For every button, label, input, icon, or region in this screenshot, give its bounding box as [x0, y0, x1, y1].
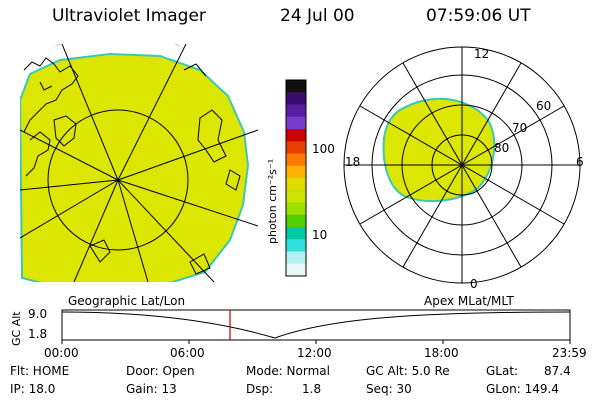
altitude-curve: [61, 311, 571, 339]
info-dsp-label: Dsp:: [246, 382, 274, 396]
emission-region-geographic: [20, 52, 250, 282]
colorbar-band: [286, 165, 306, 179]
header-date: 24 Jul 00: [280, 6, 355, 26]
app-title: Ultraviolet Imager: [52, 6, 206, 26]
timeline-xtick-0: 00:00: [44, 346, 79, 360]
info-glat-value: 87.4: [544, 364, 571, 378]
polar-label-bottom: 0: [470, 277, 478, 291]
colorbar-band: [286, 92, 306, 105]
geographic-image: [20, 44, 258, 282]
colorbar-tick-10: 10: [312, 228, 328, 242]
colorbar-band: [286, 116, 306, 130]
timeline-xtick-2: 12:00: [297, 346, 332, 360]
altitude-timeline: [61, 309, 571, 344]
colorbar-band: [286, 239, 306, 252]
colorbar-band: [286, 80, 306, 93]
info-seq: Seq: 30: [366, 382, 412, 396]
polar-label-left: 18: [345, 155, 361, 169]
polar-grid: [343, 46, 581, 284]
info-glon: GLon: 149.4: [486, 382, 559, 396]
colorbar-band: [286, 141, 306, 154]
info-dsp-value: 1.8: [302, 382, 322, 396]
colorbar: [286, 80, 306, 277]
info-gain: Gain: 13: [126, 382, 177, 396]
timeline-left-title: Geographic Lat/Lon: [68, 294, 186, 308]
coastlines: [23, 57, 241, 275]
info-door: Door: Open: [126, 364, 195, 378]
polar-plot: [343, 46, 581, 284]
colorbar-unit-label: photon cm⁻²s⁻¹: [266, 158, 279, 244]
polar-lat-60: 60: [536, 99, 552, 113]
info-ip: IP: 18.0: [10, 382, 56, 396]
polar-label-top: 12: [474, 47, 490, 61]
colorbar-band: [286, 104, 306, 118]
colorbar-band: [286, 178, 306, 191]
polar-lat-80: 80: [494, 141, 510, 155]
timeline-xtick-3: 18:00: [424, 346, 459, 360]
timeline-ytick-min: 1.8: [28, 327, 48, 341]
timeline-xtick-1: 06:00: [170, 346, 205, 360]
geographic-grid: [20, 44, 258, 282]
polar-label-right: 6: [576, 155, 584, 169]
emission-region-polar: [382, 97, 496, 203]
colorbar-band: [286, 153, 306, 167]
colorbar-band: [286, 129, 306, 142]
colorbar-band: [286, 263, 306, 277]
timeline-yaxis-label: GC Alt: [10, 311, 23, 346]
header-time: 07:59:06 UT: [426, 6, 531, 26]
timeline-xtick-4: 23:59: [552, 346, 587, 360]
colorbar-band: [286, 190, 306, 203]
colorbar-band: [286, 227, 306, 240]
info-flight: Flt: HOME: [10, 364, 70, 378]
colorbar-tick-100: 100: [312, 142, 335, 156]
info-gc-alt: GC Alt: 5.0 Re: [366, 364, 450, 378]
colorbar-band: [286, 214, 306, 228]
polar-lat-70: 70: [512, 121, 528, 135]
info-mode: Mode: Normal: [246, 364, 330, 378]
timeline-right-title: Apex MLat/MLT: [424, 294, 514, 308]
colorbar-band: [286, 202, 306, 216]
colorbar-band: [286, 251, 306, 265]
timeline-ytick-max: 9.0: [28, 307, 48, 321]
info-glat-label: GLat:: [486, 364, 519, 378]
